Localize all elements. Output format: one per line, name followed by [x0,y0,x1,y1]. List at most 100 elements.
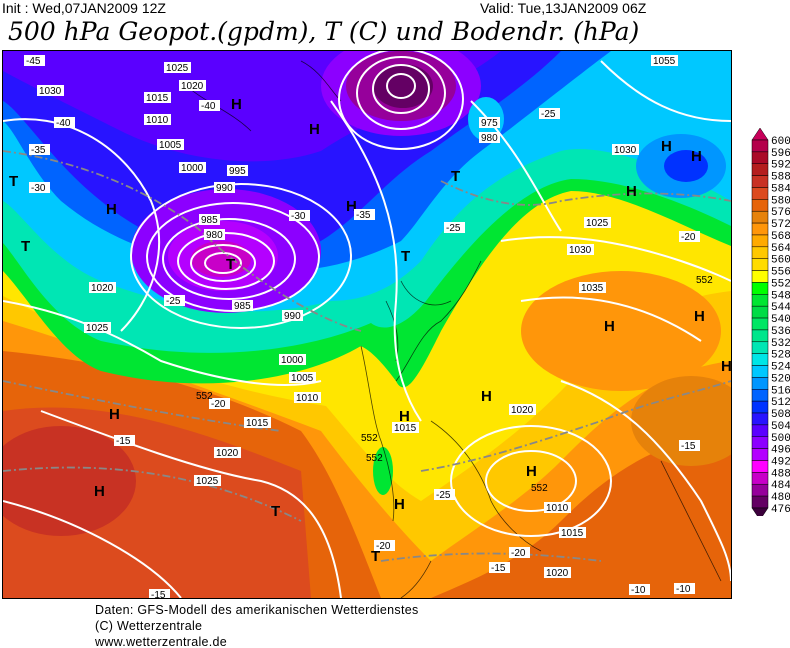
legend-swatch [751,436,769,449]
legend-swatch [751,460,769,473]
legend-label: 576 [771,207,790,219]
legend-label: 596 [771,148,790,160]
isobar-label: 1025 [584,217,611,229]
legend-label: 556 [771,267,790,279]
legend-label: 600 [771,136,790,148]
isobar-label: 1025 [194,475,221,487]
pressure-center-low: T [371,548,380,565]
isobar-label: 1020 [509,404,536,416]
legend-label: 592 [771,160,790,172]
legend-label: 548 [771,290,790,302]
legend-label: 568 [771,231,790,243]
legend-label: 584 [771,183,790,195]
legend-swatch [751,353,769,366]
legend-label: 536 [771,326,790,338]
weather-map: H H H H T T T T T H H H H H H H H H T T H H H 1025 1030 1015 1010… [2,50,732,599]
svg-text:552: 552 [696,275,713,286]
svg-text:-45: -45 [26,56,41,67]
svg-text:-35: -35 [31,145,46,156]
svg-text:-15: -15 [491,563,506,574]
field-green-italy [373,447,393,495]
legend-label: 540 [771,314,790,326]
legend-swatch [751,424,769,438]
svg-text:1030: 1030 [614,145,637,156]
temperature-label: -20 [509,547,530,559]
svg-text:1020: 1020 [181,81,204,92]
isobar-label: 1010 [144,114,171,126]
isobar-label: 1020 [179,80,206,92]
temperature-label: -25 [434,489,455,501]
svg-text:1020: 1020 [216,448,239,459]
svg-text:552: 552 [531,483,548,494]
legend-label: 528 [771,350,790,362]
footer-data-source: Daten: GFS-Modell des amerikanischen Wet… [95,603,419,617]
temperature-lines [3,150,731,562]
legend-swatch [751,317,769,331]
svg-text:-10: -10 [631,585,646,596]
legend-swatch [751,389,769,402]
legend-label: 504 [771,421,790,433]
temperature-label: -15 [149,589,170,599]
svg-text:985: 985 [201,215,218,226]
svg-text:-15: -15 [151,590,166,599]
svg-text:-25: -25 [446,223,461,234]
svg-text:1055: 1055 [653,56,676,67]
pressure-center-high: H [94,483,105,500]
legend-label: 492 [771,456,790,468]
legend-label: 532 [771,338,790,350]
legend-swatch [751,258,769,271]
isobar-label: 1015 [144,92,171,104]
temperature-label: -10 [629,584,650,596]
svg-text:-30: -30 [291,211,306,222]
field-magenta-low [191,241,251,277]
legend-label: 520 [771,373,790,385]
svg-text:-40: -40 [56,118,71,129]
temperature-label: -25 [444,222,465,234]
svg-text:1015: 1015 [246,418,269,429]
legend-swatch [751,222,769,236]
legend-swatch [751,305,769,319]
isobar-label: 1030 [37,85,64,97]
svg-text:985: 985 [234,301,251,312]
svg-text:552: 552 [196,391,213,402]
legend-swatch [751,377,769,390]
svg-text:1025: 1025 [166,63,189,74]
legend-swatch [751,187,769,200]
svg-text:990: 990 [216,183,233,194]
legend-label: 572 [771,219,790,231]
legend-label: 580 [771,195,790,207]
isobar-label: 985 [232,300,253,312]
legend-swatch [751,270,769,283]
svg-text:1015: 1015 [561,528,584,539]
geopotential-label: 552 [361,433,378,444]
legend-swatch [751,341,769,354]
pressure-center-high: H [309,121,320,138]
field-north-low-core [373,64,433,108]
geopotential-label: 552 [196,391,213,402]
pressure-center-high: H [691,148,702,165]
temperature-label: -35 [354,209,375,221]
isobar-label: 1000 [279,354,306,366]
isobar-label: 980 [479,132,500,144]
svg-text:1025: 1025 [86,323,109,334]
legend-label: 484 [771,480,790,492]
isobar-label: 1005 [157,139,184,151]
pressure-center-high: H [109,406,120,423]
legend-top-arrow [751,127,769,141]
temperature-label: -20 [374,540,395,552]
legend-swatch [751,483,769,497]
legend-label: 496 [771,445,790,457]
legend-label: 500 [771,433,790,445]
pressure-center-high: H [106,201,117,218]
temperature-label: -20 [679,231,700,243]
legend-swatch [751,175,769,188]
footer-website[interactable]: www.wetterzentrale.de [95,635,228,648]
legend-swatch [751,329,769,343]
init-time: Init : Wed,07JAN2009 12Z [2,0,166,16]
svg-text:1000: 1000 [281,355,304,366]
svg-text:-10: -10 [676,584,691,595]
isobar-label: 1020 [544,567,571,579]
svg-text:1010: 1010 [146,115,169,126]
legend-label: 560 [771,255,790,267]
isobar-label: 975 [479,117,500,129]
